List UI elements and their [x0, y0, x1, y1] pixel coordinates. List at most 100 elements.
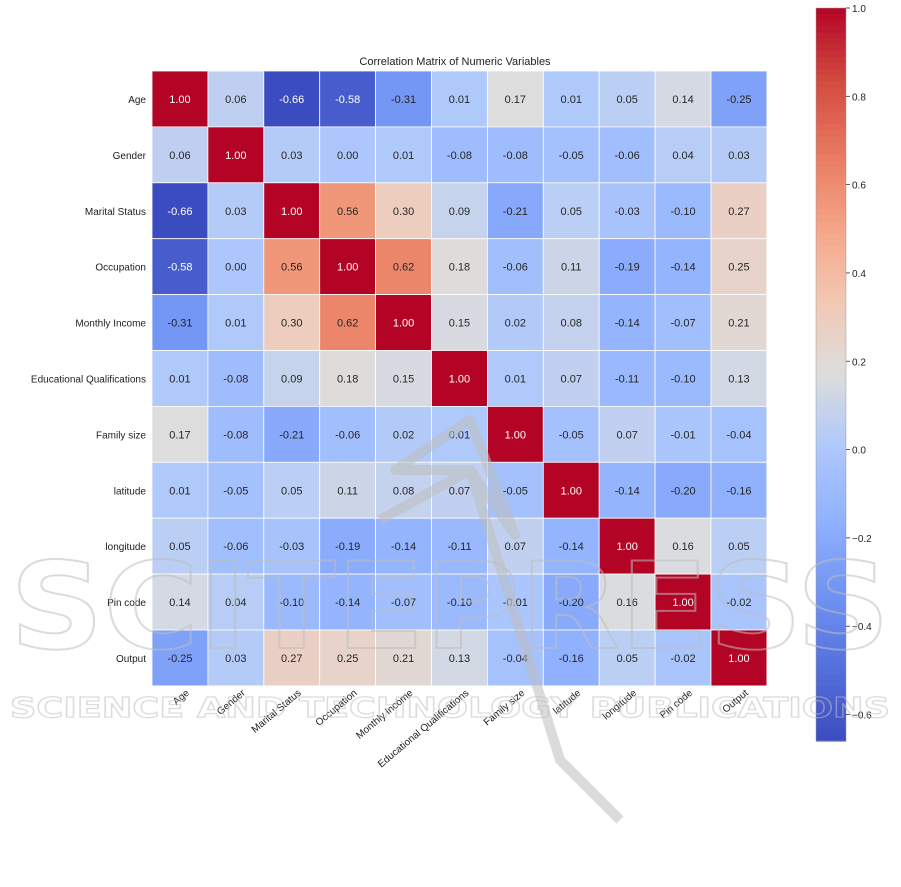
colorbar-segment — [816, 93, 846, 101]
watermark-sub-text: SCIENCE AND TECHNOLOGY PUBLICATIONS — [10, 691, 890, 724]
colorbar-segment — [816, 435, 846, 443]
cell-value-r2-c6: -0.21 — [503, 206, 528, 218]
colorbar-segment — [816, 466, 846, 473]
heatmap-cell-r5-c0 — [151, 350, 209, 407]
colorbar-segment — [816, 313, 846, 321]
cell-value-r10-c6: -0.04 — [503, 653, 528, 665]
heatmap-cell-r9-c0 — [151, 573, 209, 631]
colorbar-segment — [816, 521, 846, 528]
heatmap-cell-r3-c8 — [598, 238, 656, 295]
cell-value-r2-c3: 0.56 — [337, 206, 358, 218]
cell-value-r9-c4: -0.07 — [391, 597, 416, 609]
heatmap-cell-r1-c0 — [151, 126, 209, 184]
cell-value-r3-c4: 0.62 — [393, 262, 414, 274]
colorbar-segment — [816, 295, 846, 302]
heatmap-cell-r4-c1 — [207, 294, 265, 351]
colorbar-segment — [816, 472, 846, 479]
cell-value-r8-c10: 0.05 — [728, 541, 749, 553]
cell-value-r7-c2: 0.05 — [281, 485, 302, 497]
colorbar-segment — [816, 661, 846, 669]
colorbar-segment — [816, 362, 846, 369]
cell-value-r4-c5: 0.15 — [449, 318, 470, 330]
heatmap-cell-r1-c9 — [654, 126, 712, 184]
colorbar-segment — [816, 612, 846, 620]
cell-value-r4-c3: 0.62 — [337, 318, 358, 330]
row-label-gender: Gender — [113, 151, 147, 162]
cell-value-r0-c4: -0.31 — [391, 94, 416, 106]
cell-value-r0-c8: 0.05 — [616, 94, 637, 106]
colorbar-segment — [816, 649, 846, 657]
heatmap-cell-r4-c0 — [151, 294, 209, 351]
colorbar-segment — [816, 392, 846, 400]
colorbar: −0.6 −0.4 −0.2 0.0 0.2 0.4 0.6 0.8 1.0 — [815, 4, 872, 742]
heatmap-cell-r7-c3 — [319, 461, 377, 519]
heatmap-cell-r2-c6 — [486, 182, 544, 240]
colorbar-segment — [816, 234, 846, 241]
colorbar-segment — [816, 716, 846, 724]
cell-value-r10-c3: 0.25 — [337, 653, 358, 665]
heatmap-cell-r9-c10 — [710, 573, 768, 631]
heatmap-cell-r9-c4 — [375, 573, 432, 631]
colorbar-segment — [816, 56, 846, 64]
heatmap-cell-r4-c2 — [263, 294, 321, 351]
heatmap-cell-r3-c3 — [319, 238, 377, 295]
cell-value-r4-c10: 0.21 — [728, 318, 749, 330]
heatmap-cell-r2-c0 — [151, 182, 209, 240]
colorbar-tick-label: −0.4 — [852, 622, 872, 633]
colorbar-segment — [816, 423, 846, 431]
cell-value-r6-c9: -0.01 — [671, 429, 696, 441]
colorbar-segment — [816, 368, 846, 376]
colorbar-segment — [816, 288, 846, 296]
heatmap-cell-r8-c10 — [710, 517, 768, 575]
cell-value-r8-c0: 0.05 — [169, 541, 190, 553]
colorbar-segment — [816, 20, 846, 27]
cell-value-r6-c0: 0.17 — [169, 429, 190, 441]
colorbar-segment — [816, 32, 846, 40]
colorbar-segment — [816, 282, 846, 290]
colorbar-tick-label: 0.4 — [852, 269, 866, 280]
heatmap-cell-r3-c10 — [710, 238, 768, 295]
cell-value-r6-c10: -0.04 — [726, 429, 751, 441]
cell-value-r6-c1: -0.08 — [223, 429, 248, 441]
cell-value-r4-c7: 0.08 — [561, 318, 582, 330]
heatmap-cell-r0-c9 — [654, 70, 712, 128]
cell-value-r7-c6: -0.05 — [503, 485, 528, 497]
colorbar-segment — [816, 508, 846, 516]
colorbar-tick-label: −0.6 — [852, 711, 872, 722]
colorbar-segment — [816, 191, 846, 198]
colorbar-segment — [816, 87, 846, 95]
cell-value-r5-c2: 0.09 — [281, 373, 302, 385]
cell-value-r9-c8: 0.16 — [616, 597, 637, 609]
heatmap-cell-r10-c0 — [151, 629, 209, 687]
cell-value-r10-c4: 0.21 — [393, 653, 414, 665]
cell-value-r3-c10: 0.25 — [728, 262, 749, 274]
cell-value-r1-c4: 0.01 — [393, 150, 414, 162]
row-label-educational-qualifications: Educational Qualifications — [31, 374, 146, 385]
colorbar-segment — [816, 166, 846, 174]
colorbar-segment — [816, 710, 846, 718]
cell-value-r1-c9: 0.04 — [672, 150, 693, 162]
colorbar-segment — [816, 124, 846, 131]
heatmap-cell-r5-c5 — [431, 350, 488, 407]
heatmap-cell-r3-c2 — [263, 238, 321, 295]
heatmap-cell-r0-c10 — [710, 70, 768, 128]
heatmap-cell-r4-c6 — [486, 294, 544, 351]
heatmap-cell-r5-c8 — [598, 350, 656, 407]
colorbar-segment — [816, 105, 846, 113]
cell-value-r6-c7: -0.05 — [559, 429, 584, 441]
colorbar-segment — [816, 496, 846, 504]
heatmap-cell-r8-c9 — [654, 517, 712, 575]
heatmap-cell-r4-c8 — [598, 294, 656, 351]
colorbar-segment — [816, 563, 846, 571]
cell-value-r8-c2: -0.03 — [279, 541, 304, 553]
heatmap-cell-labels: 1.00 0.06 -0.66 -0.58 -0.31 0.01 0.17 0.01 0.05 0… — [167, 94, 751, 665]
heatmap-cell-r6-c7 — [542, 405, 600, 463]
colorbar-segment — [816, 606, 846, 614]
row-label-family-size: Family size — [96, 430, 146, 441]
heatmap-cell-r1-c10 — [710, 126, 768, 184]
cell-value-r8-c3: -0.19 — [335, 541, 360, 553]
colorbar-segment — [816, 179, 846, 186]
colorbar-segment — [816, 417, 846, 424]
colorbar-segment — [816, 704, 846, 712]
colorbar-segment — [816, 460, 846, 467]
